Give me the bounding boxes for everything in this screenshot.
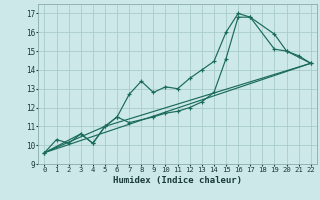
X-axis label: Humidex (Indice chaleur): Humidex (Indice chaleur) <box>113 176 242 185</box>
